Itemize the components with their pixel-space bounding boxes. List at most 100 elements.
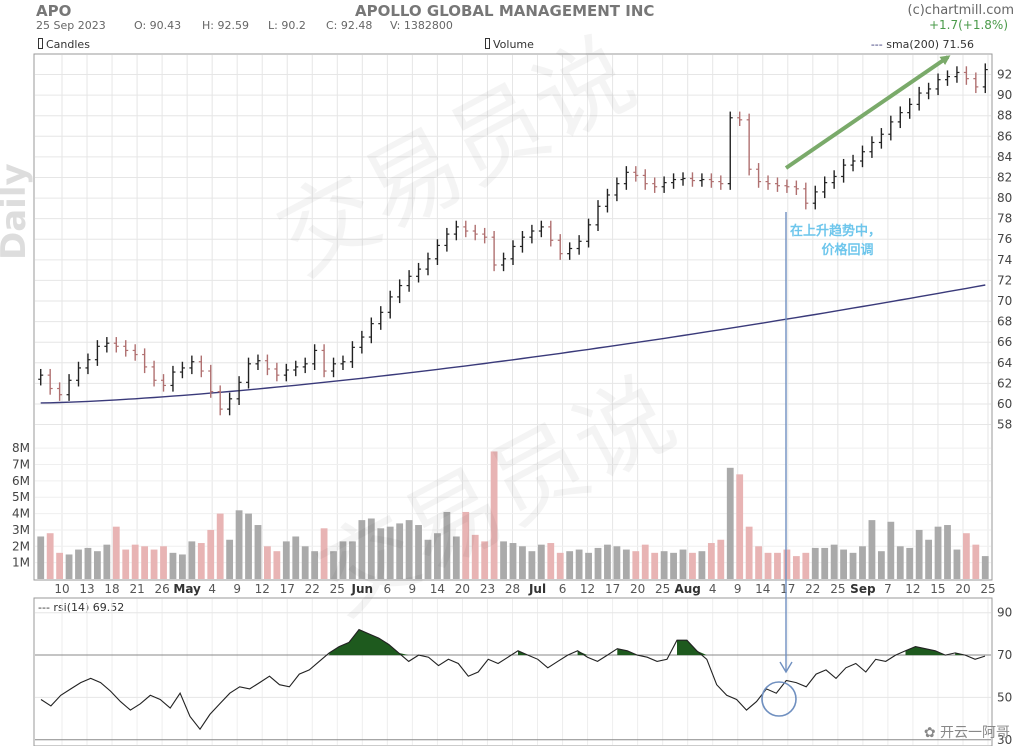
volume-bar	[877, 551, 885, 579]
price-bar	[935, 73, 941, 96]
price-bar	[907, 98, 913, 119]
volume-bar	[160, 546, 167, 579]
price-bar	[784, 179, 790, 193]
volume-bar	[56, 552, 64, 579]
x-tick-label: 17	[280, 582, 295, 596]
price-bar	[378, 306, 384, 330]
sma-legend[interactable]: --- sma(200) 71.56	[871, 38, 974, 51]
price-bar	[982, 63, 988, 94]
volume-bar	[93, 551, 101, 579]
annotation-line-1: 在上升趋势中，	[790, 224, 882, 239]
price-bar	[406, 270, 412, 292]
rsi-legend[interactable]: --- rsi(14) 69.52	[38, 601, 124, 614]
volume-bar	[585, 552, 592, 579]
x-tick-label: 26	[154, 582, 169, 596]
volume-bar	[141, 546, 149, 579]
volume-bar	[613, 546, 621, 579]
volume-tick-label: 3M	[12, 523, 30, 537]
price-bar	[47, 368, 53, 395]
x-tick-label: 13	[79, 582, 94, 596]
price-bar	[926, 82, 932, 100]
volume-bar	[774, 552, 781, 579]
volume-bar	[755, 546, 762, 579]
price-bar	[66, 374, 72, 401]
price-bar	[774, 177, 780, 192]
price-bar	[548, 220, 554, 247]
rsi-line	[40, 628, 986, 731]
price-bar	[614, 177, 620, 202]
x-tick-label: 17	[605, 582, 620, 596]
rsi-series	[40, 628, 986, 731]
price-tick-label: 80	[997, 191, 1012, 205]
price-bar	[973, 72, 979, 94]
volume-legend-label: Volume	[493, 38, 534, 51]
price-bar	[756, 163, 762, 188]
price-bar	[425, 252, 431, 276]
price-bar	[699, 173, 705, 187]
price-tick-label: 70	[997, 294, 1012, 308]
volume-bar	[821, 547, 829, 579]
volume-bar	[424, 539, 432, 579]
price-bar	[227, 392, 233, 416]
volume-bar	[670, 552, 677, 579]
price-bar	[113, 337, 119, 353]
candles-legend[interactable]: Candles	[38, 38, 90, 51]
price-bar	[340, 355, 346, 370]
rsi-overbought-fill	[329, 629, 966, 656]
price-bar	[803, 182, 809, 210]
price-bar	[246, 357, 252, 389]
x-tick-label: Jun	[351, 582, 374, 596]
pullback-highlight-circle	[761, 681, 797, 717]
rsi-tick-label: 30	[997, 733, 1012, 746]
volume-bar	[452, 536, 460, 579]
quote-low: L: 90.2	[268, 19, 306, 32]
x-tick-label: 14	[430, 582, 445, 596]
sma-legend-label: sma(200) 71.56	[886, 38, 974, 51]
price-change: +1.7(+1.8%)	[928, 18, 1008, 32]
volume-bar	[197, 543, 205, 579]
price-bar	[132, 344, 138, 361]
volume-bar	[65, 554, 73, 579]
volume-bar	[556, 552, 564, 579]
volume-bar	[226, 539, 234, 579]
annotation-note: 在上升趋势中， 价格回调	[790, 220, 881, 258]
volume-bar	[46, 533, 54, 579]
volume-bar	[972, 544, 980, 579]
volume-bar	[689, 552, 696, 579]
volume-tick-label: 7M	[12, 458, 30, 472]
x-tick-label: 9	[409, 582, 417, 596]
price-bar	[283, 363, 289, 382]
price-bar	[491, 231, 497, 272]
volume-bar	[537, 544, 545, 579]
volume-bar	[75, 549, 82, 579]
x-tick-label: 22	[305, 582, 320, 596]
volume-bar	[500, 541, 507, 579]
volume-bar	[868, 520, 876, 579]
brand-label: 开云一阿哥	[940, 725, 1010, 741]
volume-bar	[405, 520, 413, 579]
volume-bar	[519, 546, 526, 579]
price-bar	[482, 227, 488, 244]
price-bar	[595, 200, 601, 232]
volume-bar	[736, 474, 744, 579]
volume-bar	[764, 552, 772, 579]
price-bar	[944, 70, 950, 86]
volume-bar	[962, 533, 970, 579]
volume-legend-icon	[485, 38, 490, 49]
volume-legend[interactable]: Volume	[485, 38, 534, 51]
price-bar	[567, 242, 573, 260]
rsi-tick-label: 90	[997, 606, 1012, 620]
price-bar	[822, 176, 828, 199]
price-bar	[680, 172, 686, 186]
price-bar	[954, 66, 960, 83]
volume-bar	[745, 526, 753, 579]
volume-tick-label: 6M	[12, 474, 30, 488]
price-bar	[387, 290, 393, 319]
price-bar	[859, 145, 865, 168]
price-bar	[274, 362, 280, 382]
grid-lines	[35, 55, 991, 745]
source-credit[interactable]: (c)chartmill.com	[907, 3, 1014, 18]
x-tick-label: 25	[830, 582, 845, 596]
x-tick-label: 4	[709, 582, 717, 596]
